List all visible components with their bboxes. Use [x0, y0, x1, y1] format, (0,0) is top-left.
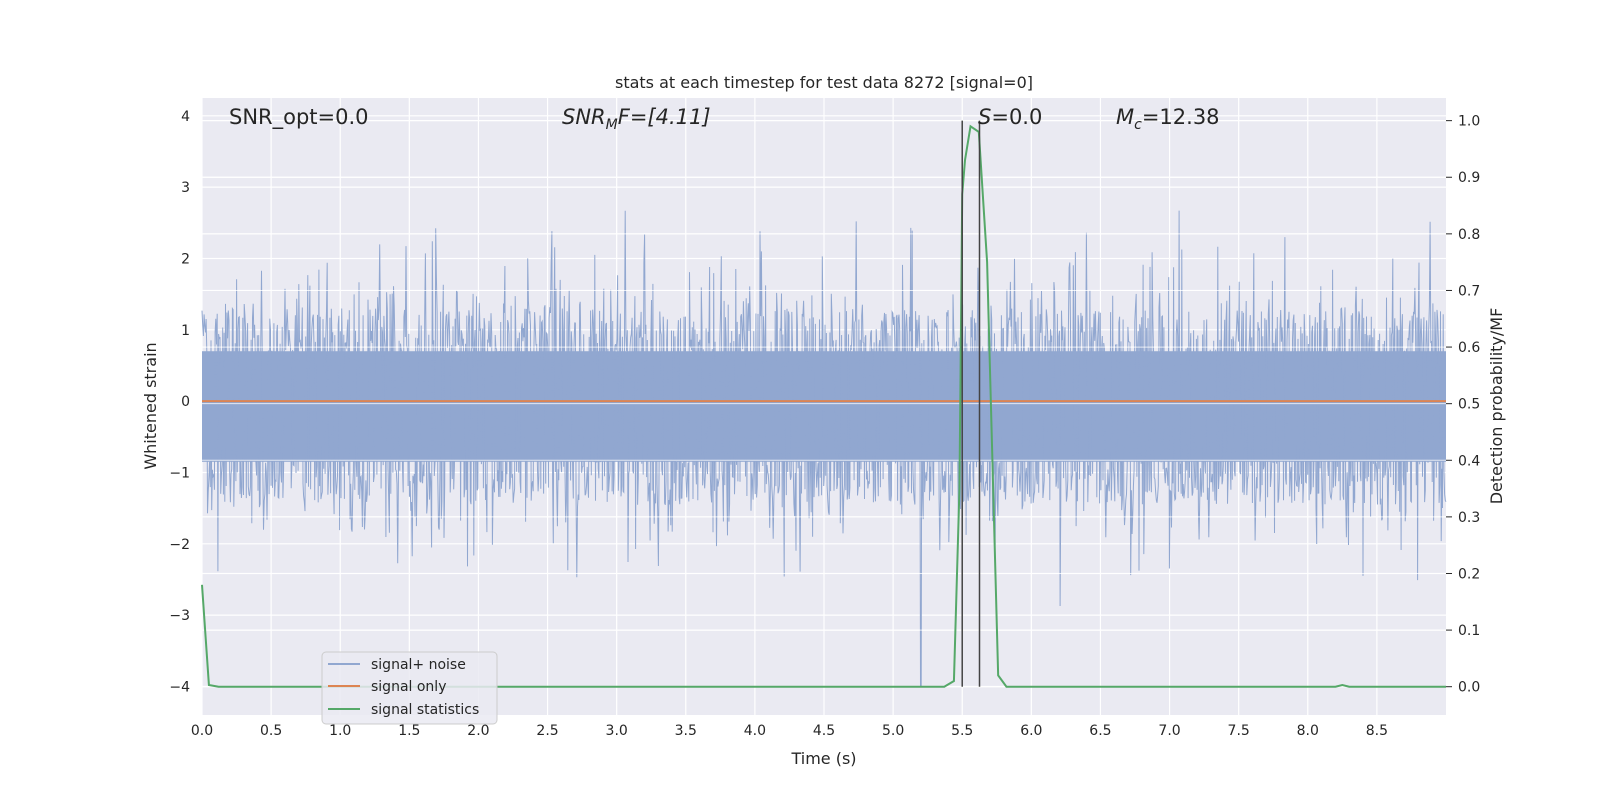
annotation-snr-mf: SNRMF=[4.11]: [562, 105, 711, 133]
legend-label-signal-only: signal only: [371, 679, 446, 695]
x-tick-label: 4.0: [744, 723, 766, 739]
y-tick-label-left: 0: [181, 394, 190, 410]
y-tick-label-right: 0.4: [1458, 453, 1480, 469]
y-axis-label-left: Whitened strain: [141, 342, 160, 469]
x-tick-label: 3.5: [675, 723, 697, 739]
x-tick-label: 2.0: [467, 723, 489, 739]
y-tick-label-left: 4: [181, 109, 190, 125]
chart-title: stats at each timestep for test data 827…: [615, 73, 1033, 92]
y-tick-label-right: 0.1: [1458, 623, 1480, 639]
y-tick-label-left: −1: [169, 465, 190, 481]
y-axis-label-right: Detection probability/MF: [1487, 308, 1506, 505]
y-tick-label-right: 0.2: [1458, 566, 1480, 582]
y-tick-label-right: 1.0: [1458, 114, 1480, 130]
y-tick-label-right: 0.0: [1458, 680, 1480, 696]
x-tick-label: 4.5: [813, 723, 835, 739]
x-tick-label: 8.0: [1297, 723, 1319, 739]
x-tick-label: 0.0: [191, 723, 213, 739]
annotation-snr-opt: SNR_opt=0.0: [229, 105, 369, 130]
y-tick-label-right: 0.5: [1458, 397, 1480, 413]
x-tick-label: 7.5: [1228, 723, 1250, 739]
vertical-markers: [961, 120, 981, 687]
y-tick-label-left: 1: [181, 323, 190, 339]
x-tick-label: 8.5: [1366, 723, 1388, 739]
y-tick-label-right: 0.6: [1458, 340, 1480, 356]
legend-label-signal-statistics: signal statistics: [371, 702, 479, 718]
series-signal-noise: [201, 120, 1447, 688]
x-tick-label: 5.0: [882, 723, 904, 739]
y-tick-label-left: 3: [181, 180, 190, 196]
x-tick-label: 1.0: [329, 723, 351, 739]
y-tick-label-left: −3: [169, 608, 190, 624]
y-tick-label-left: 2: [181, 251, 190, 267]
x-tick-label: 0.5: [260, 723, 282, 739]
y-tick-label-right: 0.9: [1458, 170, 1480, 186]
x-axis-label: Time (s): [790, 749, 856, 768]
y-tick-label-right: 0.7: [1458, 283, 1480, 299]
y-tick-label-left: −4: [169, 679, 190, 695]
x-tick-label: 1.5: [398, 723, 420, 739]
x-tick-label: 3.0: [606, 723, 628, 739]
legend-label-signal-noise: signal+ noise: [371, 657, 466, 673]
x-tick-label: 5.5: [951, 723, 973, 739]
y-tick-label-right: 0.8: [1458, 227, 1480, 243]
annotation-s: S=0.0: [978, 105, 1042, 129]
y-tick-label-left: −2: [169, 537, 190, 553]
legend-box: [321, 651, 498, 725]
y-tick-label-right: 0.3: [1458, 510, 1480, 526]
x-tick-label: 6.0: [1020, 723, 1042, 739]
x-tick-label: 7.0: [1158, 723, 1180, 739]
x-tick-label: 6.5: [1089, 723, 1111, 739]
x-tick-label: 2.5: [536, 723, 558, 739]
annotation-mc: Mc=12.38: [1116, 105, 1220, 133]
legend: signal+ noise signal only signal statist…: [321, 651, 498, 725]
tick-labels: 0.0 0.5 1.0 1.5 2.0 2.5 3.0 3.5 4.0 4.5 5.0 5.5 6.0 6…: [169, 109, 1480, 739]
signal-noise-line: [201, 210, 1447, 687]
